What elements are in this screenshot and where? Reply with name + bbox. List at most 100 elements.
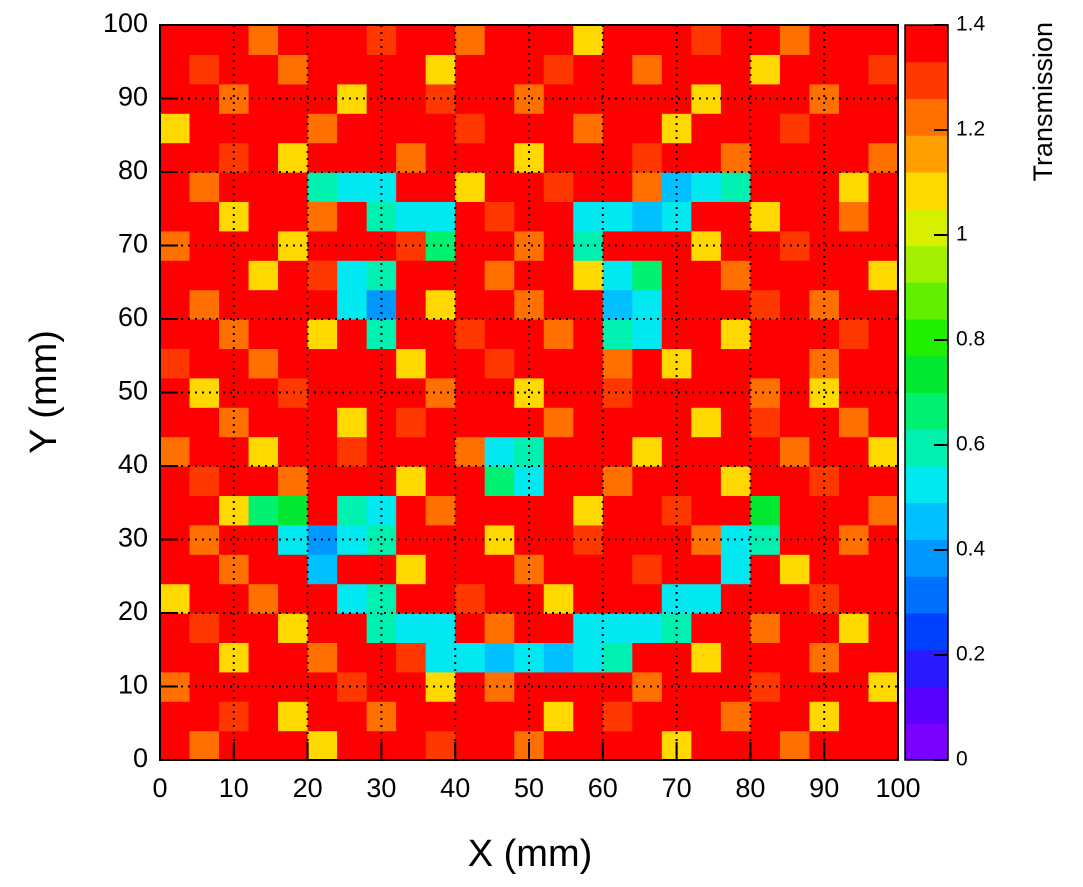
cell — [160, 290, 190, 320]
cell — [544, 525, 574, 555]
cell — [308, 54, 338, 84]
cell — [485, 554, 515, 584]
cell — [485, 290, 515, 320]
cell — [544, 348, 574, 378]
cell — [249, 201, 279, 231]
y-tick-label: 100 — [103, 8, 148, 38]
cell — [809, 290, 839, 320]
cell — [780, 642, 810, 672]
cell — [455, 613, 485, 643]
cell — [573, 290, 603, 320]
cell — [603, 54, 633, 84]
cell — [573, 113, 603, 143]
cell — [337, 201, 367, 231]
cell — [190, 407, 220, 437]
x-tick-label: 20 — [293, 773, 323, 803]
cell — [190, 319, 220, 349]
cell — [426, 290, 456, 320]
colorbar-band — [905, 393, 948, 430]
cell — [249, 554, 279, 584]
cell — [809, 642, 839, 672]
cell — [249, 172, 279, 202]
x-tick-label: 30 — [366, 773, 396, 803]
cell — [426, 495, 456, 525]
cell — [721, 348, 751, 378]
cell — [219, 201, 249, 231]
cell — [308, 172, 338, 202]
cell — [750, 201, 780, 231]
heatmap-cells — [160, 25, 899, 761]
cell — [337, 113, 367, 143]
cell — [278, 437, 308, 467]
colorbar-band — [905, 356, 948, 393]
cell — [573, 143, 603, 173]
cell — [750, 495, 780, 525]
x-axis-title: X (mm) — [468, 833, 593, 875]
cell — [721, 290, 751, 320]
cell — [573, 25, 603, 55]
cell — [249, 113, 279, 143]
cell — [721, 613, 751, 643]
cell — [809, 348, 839, 378]
cell — [573, 466, 603, 496]
cell — [455, 525, 485, 555]
cell — [219, 348, 249, 378]
cell — [278, 54, 308, 84]
y-tick-label: 40 — [118, 449, 148, 479]
x-tick-label: 0 — [152, 773, 167, 803]
cell — [337, 495, 367, 525]
cell — [396, 54, 426, 84]
cell — [632, 407, 662, 437]
cell — [278, 348, 308, 378]
cell — [455, 143, 485, 173]
cell — [839, 143, 869, 173]
cell — [868, 54, 898, 84]
cell — [190, 348, 220, 378]
cell — [396, 231, 426, 261]
chart: 0102030405060708090100010203040506070809… — [0, 0, 1083, 887]
cell — [662, 201, 692, 231]
cell — [426, 143, 456, 173]
cell — [249, 613, 279, 643]
cell — [396, 642, 426, 672]
cell — [249, 260, 279, 290]
cell — [662, 54, 692, 84]
cell — [367, 143, 397, 173]
cell — [573, 407, 603, 437]
cell — [249, 466, 279, 496]
cell — [396, 672, 426, 702]
cell — [839, 701, 869, 731]
cell — [780, 437, 810, 467]
cell — [514, 201, 544, 231]
cell — [868, 731, 898, 761]
cell — [396, 143, 426, 173]
cell — [308, 495, 338, 525]
cell — [868, 319, 898, 349]
cell — [573, 731, 603, 761]
cell — [367, 54, 397, 84]
cell — [337, 25, 367, 55]
cell — [514, 495, 544, 525]
cell — [485, 172, 515, 202]
cell — [455, 113, 485, 143]
cell — [249, 584, 279, 614]
cell — [573, 613, 603, 643]
cell — [721, 25, 751, 55]
cell — [426, 172, 456, 202]
cell — [868, 172, 898, 202]
cell — [396, 584, 426, 614]
cell — [278, 172, 308, 202]
cell — [308, 701, 338, 731]
cell — [367, 642, 397, 672]
cell — [721, 701, 751, 731]
cell — [544, 672, 574, 702]
colorbar-tick-label: 0.2 — [956, 643, 985, 666]
cell — [868, 495, 898, 525]
colorbar-band — [905, 135, 948, 172]
cell — [868, 231, 898, 261]
cell — [337, 731, 367, 761]
cell — [308, 731, 338, 761]
cell — [839, 495, 869, 525]
cell — [721, 143, 751, 173]
cell — [750, 437, 780, 467]
